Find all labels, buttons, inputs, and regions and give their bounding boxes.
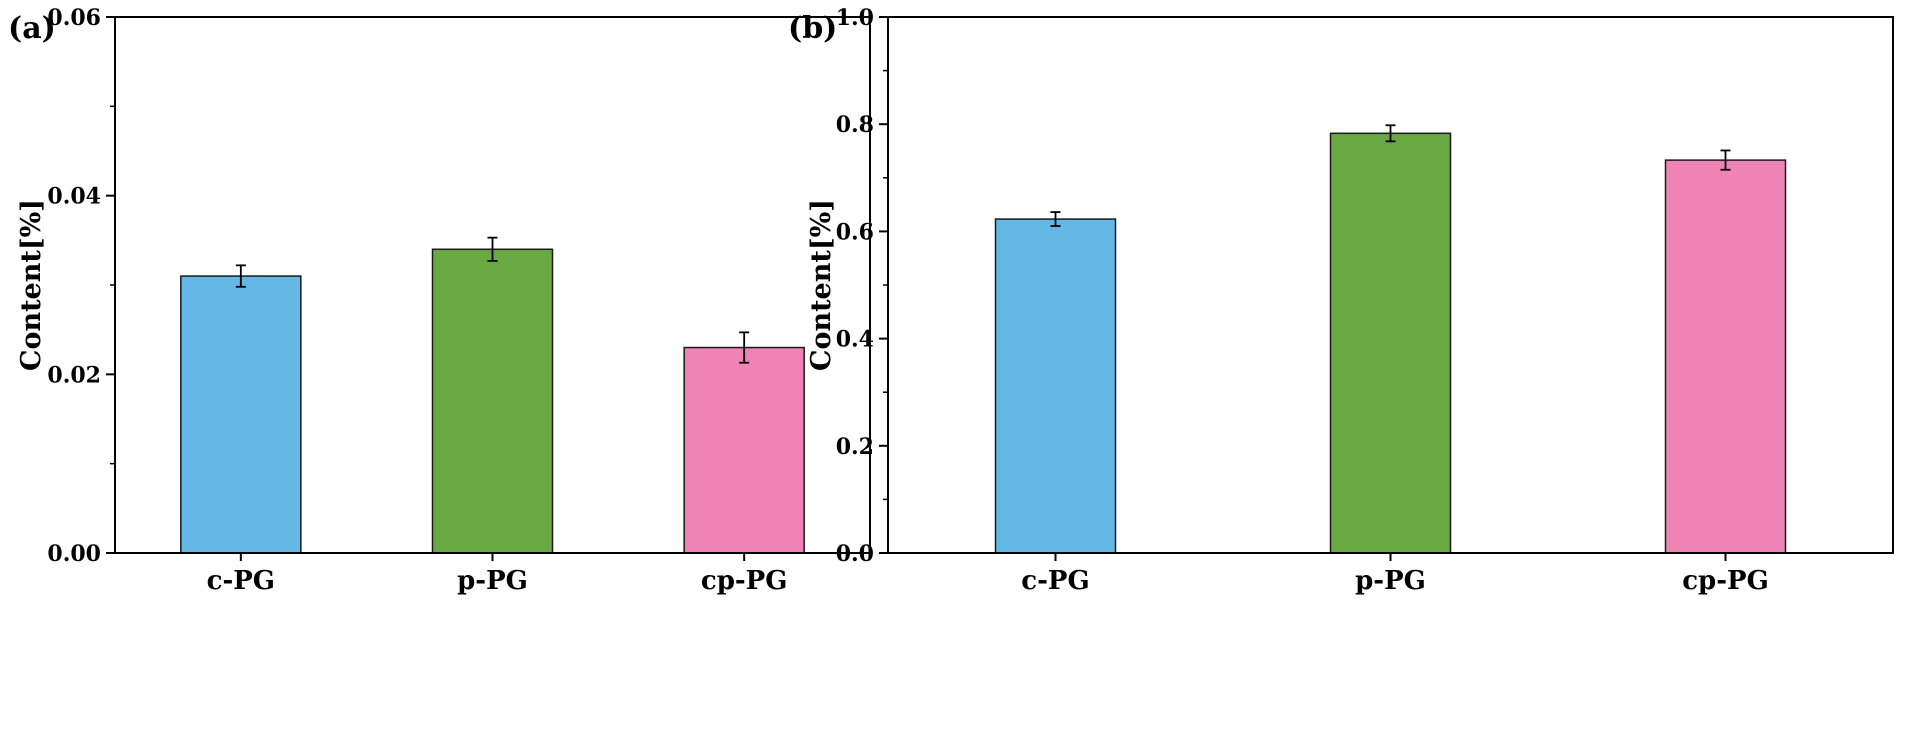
plot-frame — [887, 16, 1894, 554]
error-bar-c-PG — [235, 264, 246, 288]
bar-p-PG — [431, 248, 554, 554]
y-tick-label: 1.0 — [836, 5, 874, 31]
y-tick-label: 0.4 — [836, 327, 874, 353]
y-tick-label: 0.02 — [47, 362, 101, 388]
x-tick-label: c-PG — [207, 566, 275, 596]
y-tick-label: 0.06 — [47, 5, 101, 31]
x-tick-label: p-PG — [457, 566, 528, 596]
bar-cp-PG — [1664, 159, 1787, 554]
y-tick-label: 0.2 — [836, 434, 874, 460]
y-tick-label: 0.04 — [47, 184, 101, 210]
bar-cp-PG — [683, 346, 805, 554]
panel-label: (a) — [8, 11, 56, 46]
error-bar-cp-PG — [1720, 149, 1731, 171]
bar-c-PG — [994, 218, 1117, 554]
y-axis-title: Content[%] — [806, 199, 837, 371]
error-bar-c-PG — [1050, 211, 1061, 227]
x-tick-label: cp-PG — [701, 566, 788, 596]
bar-c-PG — [180, 275, 302, 554]
panel-label: (b) — [788, 11, 837, 46]
chart-panel-a: (a) c-PG p-PG cp-PG 0.00 0.02 0.04 0.06 Content[… — [8, 5, 871, 596]
chart-panel-b: (b) c-PG p-PG cp-PG 0.0 0.2 0.4 0.6 0.8 1.0 Conten… — [788, 5, 1894, 596]
x-tick-label: p-PG — [1355, 566, 1426, 596]
error-bar-cp-PG — [739, 331, 750, 364]
x-tick-label: cp-PG — [1682, 566, 1769, 596]
y-tick-label: 0.6 — [836, 219, 874, 245]
error-bar-p-PG — [487, 236, 498, 262]
bar-p-PG — [1329, 132, 1452, 554]
y-axis-title: Content[%] — [16, 199, 47, 371]
y-tick-label: 0.8 — [836, 112, 874, 138]
error-bar-p-PG — [1385, 124, 1396, 143]
y-tick-label: 0.00 — [47, 541, 101, 567]
y-tick-label: 0.0 — [836, 541, 874, 567]
plot-frame — [114, 16, 871, 554]
x-tick-label: c-PG — [1021, 566, 1089, 596]
